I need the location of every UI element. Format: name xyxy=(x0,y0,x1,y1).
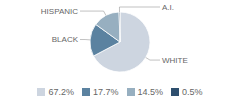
html-text:67.2%: 67.2% xyxy=(48,87,74,97)
svg-text:BLACK: BLACK xyxy=(52,35,79,44)
svg-text:HISPANIC: HISPANIC xyxy=(41,7,78,16)
html-text:14.5%: 14.5% xyxy=(137,87,163,97)
svg-text:A.I.: A.I. xyxy=(162,3,174,12)
html-text:0.5%: 0.5% xyxy=(182,87,203,97)
html-text:17.7%: 17.7% xyxy=(93,87,119,97)
svg-text:WHITE: WHITE xyxy=(162,56,188,65)
